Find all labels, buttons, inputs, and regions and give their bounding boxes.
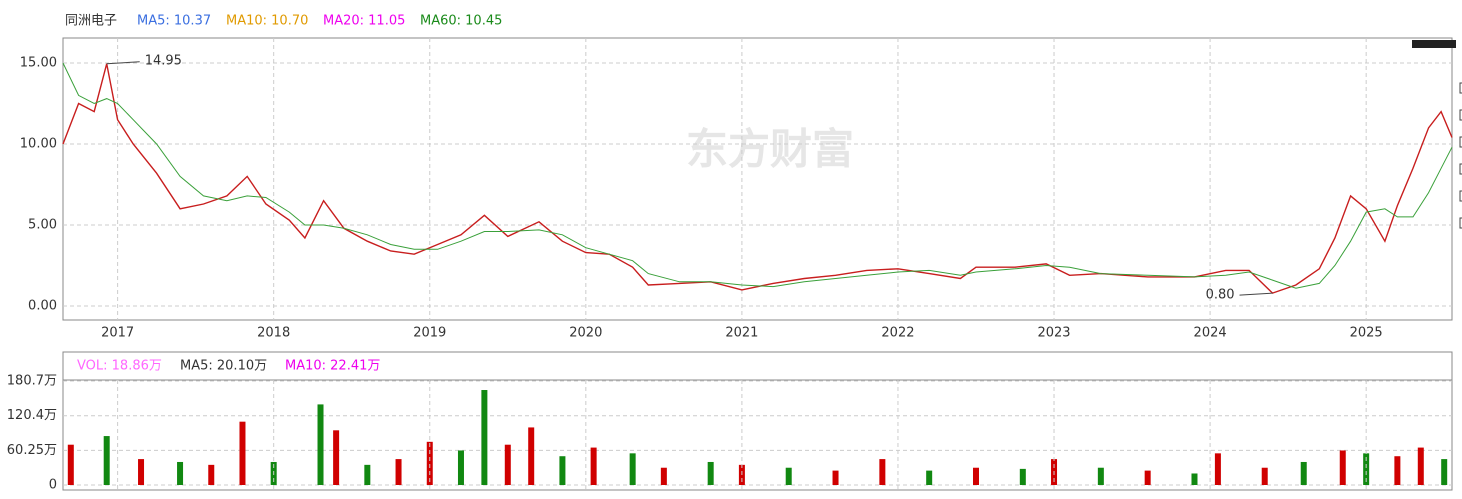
- volume-bar: [528, 427, 535, 485]
- y-tick-label: 60.25万: [7, 443, 57, 458]
- price-panel: [62, 37, 1453, 321]
- volume-panel: [62, 351, 1453, 491]
- volume-bar: [1144, 470, 1151, 485]
- volume-bar: [1019, 468, 1026, 485]
- y-tick-label: 0.00: [28, 299, 57, 314]
- x-tick-label: 2017: [101, 326, 134, 341]
- volume-bar: [1300, 461, 1307, 485]
- volume-bar: [1441, 459, 1448, 485]
- y-tick-label: 0: [49, 478, 57, 493]
- y-tick-label: 15.00: [20, 55, 57, 70]
- y-tick-label: 10.00: [20, 136, 57, 151]
- volume-legend: VOL: 18.86万: [77, 359, 162, 374]
- volume-bar: [707, 461, 714, 485]
- volume-bar: [926, 470, 933, 485]
- volume-bar: [138, 459, 145, 485]
- x-tick-label: 2021: [725, 326, 758, 341]
- volume-bar: [1417, 447, 1424, 485]
- volume-legend: MA5: 20.10万: [180, 359, 267, 374]
- side-icons: [1412, 40, 1462, 229]
- volume-bar: [504, 444, 511, 485]
- volume-bar: [67, 444, 74, 485]
- volume-bar: [333, 430, 340, 485]
- volume-bar: [972, 467, 979, 485]
- annotation-arrow: [1239, 292, 1273, 296]
- volume-bar: [785, 467, 792, 485]
- volume-bar: [481, 390, 488, 485]
- x-tick-label: 2023: [1037, 326, 1070, 341]
- price-line: [62, 63, 1453, 294]
- volume-bar: [208, 464, 215, 485]
- annotation: 0.80: [1206, 288, 1235, 303]
- watermark: 东方财富: [686, 125, 854, 174]
- y-tick-label: 5.00: [28, 218, 57, 233]
- x-tick-label: 2020: [569, 326, 602, 341]
- x-tick-label: 2025: [1350, 326, 1383, 341]
- volume-bar: [1363, 453, 1370, 485]
- volume-bar: [103, 436, 110, 485]
- legend-entry: MA5: 10.37: [137, 14, 211, 29]
- volume-bar: [590, 447, 597, 485]
- volume-bar: [177, 461, 184, 485]
- y-tick-label: 180.7万: [7, 373, 57, 388]
- volume-bar: [239, 421, 246, 485]
- x-tick-label: 2022: [881, 326, 914, 341]
- volume-bar: [1097, 467, 1104, 485]
- volume-bar: [426, 441, 433, 485]
- volume-legend: MA10: 22.41万: [285, 359, 380, 374]
- y-tick-label: 120.4万: [7, 408, 57, 423]
- volume-bar: [1339, 450, 1346, 485]
- volume-bar: [395, 459, 402, 485]
- volume-bar: [1191, 473, 1198, 485]
- volume-bar: [660, 467, 667, 485]
- volume-bar: [364, 464, 371, 485]
- x-tick-label: 2024: [1194, 326, 1227, 341]
- x-tick-label: 2019: [413, 326, 446, 341]
- volume-bar: [1261, 467, 1268, 485]
- volume-bar: [879, 459, 886, 485]
- legend-entry: MA60: 10.45: [420, 14, 502, 29]
- legend-entry: MA20: 11.05: [323, 14, 405, 29]
- annotation-arrow: [106, 61, 140, 65]
- annotation: 14.95: [145, 53, 182, 68]
- volume-bar: [1214, 453, 1221, 485]
- stock-name: 同洲电子: [65, 14, 117, 29]
- x-tick-label: 2018: [257, 326, 290, 341]
- legend-entry: MA10: 10.70: [226, 14, 308, 29]
- volume-bar: [559, 456, 566, 485]
- price-line: [62, 62, 1453, 289]
- volume-bar: [457, 450, 464, 485]
- volume-bar: [1394, 456, 1401, 485]
- volume-bar: [317, 404, 324, 485]
- volume-bar: [832, 470, 839, 485]
- volume-bar: [629, 453, 636, 485]
